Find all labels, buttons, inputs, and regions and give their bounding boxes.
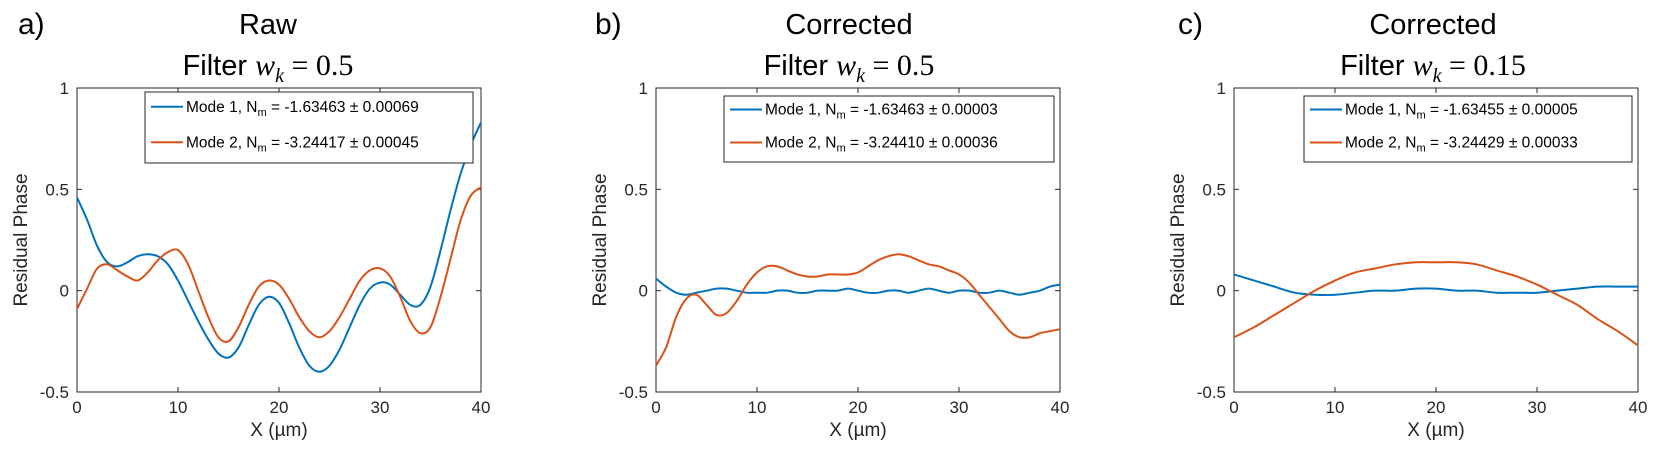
legend-label-mode-2: Mode 2, Nm = -3.24410 ± 0.00036 — [765, 135, 998, 155]
y-tick-label: 0 — [60, 282, 69, 301]
x-tick-label: 40 — [1051, 398, 1070, 417]
chart-title: Corrected — [1369, 9, 1496, 41]
x-tick-label: 10 — [1326, 398, 1345, 417]
x-axis-label: X (µm) — [250, 420, 307, 441]
x-tick-label: 20 — [849, 398, 868, 417]
x-tick-label: 20 — [270, 398, 289, 417]
x-tick-label: 40 — [472, 398, 491, 417]
legend-label-mode-2: Mode 2, Nm = -3.24429 ± 0.00033 — [1345, 135, 1578, 155]
x-tick-label: 10 — [748, 398, 767, 417]
panel-letter: a) — [18, 8, 45, 41]
legend: Mode 1, Nm = -1.63455 ± 0.00005 Mode 2, N… — [1303, 95, 1633, 163]
legend-label-mode-1: Mode 1, Nm = -1.63463 ± 0.00069 — [186, 99, 419, 119]
series-line-mode-2 — [1233, 261, 1639, 347]
series-line-mode-1 — [76, 122, 482, 373]
y-axis-label: Residual Phase — [1168, 173, 1189, 306]
y-tick-label: 1 — [639, 79, 648, 98]
filter-label: Filter wk = 0.5 — [183, 49, 354, 87]
y-tick-label: -0.5 — [619, 383, 648, 402]
filter-label: Filter wk = 0.15 — [1340, 49, 1526, 87]
legend-label-mode-1: Mode 1, Nm = -1.63455 ± 0.00005 — [1345, 102, 1578, 122]
y-tick-label: 0.5 — [45, 180, 69, 199]
y-axis-label: Residual Phase — [590, 173, 611, 306]
y-tick-label: 1 — [1217, 79, 1226, 98]
x-tick-label: 30 — [950, 398, 969, 417]
panel-letter: b) — [595, 8, 622, 41]
series-line-mode-2 — [655, 253, 1061, 367]
y-tick-label: 1 — [60, 79, 69, 98]
x-axis-label: X (µm) — [829, 420, 886, 441]
chart-title: Corrected — [785, 9, 912, 41]
x-axis-label: X (µm) — [1407, 420, 1464, 441]
legend-label-mode-1: Mode 1, Nm = -1.63463 ± 0.00003 — [765, 102, 998, 122]
filter-label: Filter wk = 0.5 — [764, 49, 935, 87]
x-tick-label: 40 — [1629, 398, 1648, 417]
x-tick-label: 0 — [1229, 398, 1238, 417]
x-tick-label: 30 — [1528, 398, 1547, 417]
panel-letter: c) — [1178, 8, 1203, 41]
x-tick-label: 0 — [72, 398, 81, 417]
series-line-mode-2 — [76, 186, 482, 343]
y-tick-label: -0.5 — [1197, 383, 1226, 402]
y-tick-label: 0 — [1217, 282, 1226, 301]
y-tick-label: 0.5 — [624, 180, 648, 199]
x-tick-label: 20 — [1427, 398, 1446, 417]
y-tick-label: 0.5 — [1202, 180, 1226, 199]
legend-label-mode-2: Mode 2, Nm = -3.24417 ± 0.00045 — [186, 134, 419, 154]
y-tick-label: -0.5 — [40, 383, 69, 402]
x-tick-label: 30 — [371, 398, 390, 417]
legend: Mode 1, Nm = -1.63463 ± 0.00003 Mode 2, N… — [723, 95, 1055, 163]
legend-box — [144, 91, 474, 164]
x-tick-label: 0 — [651, 398, 660, 417]
series-line-mode-1 — [655, 277, 1061, 296]
series-line-mode-1 — [1233, 273, 1638, 296]
legend-box — [723, 95, 1055, 163]
legend: Mode 1, Nm = -1.63463 ± 0.00069 Mode 2, N… — [144, 91, 474, 164]
legend-box — [1303, 95, 1633, 163]
chart-title: Raw — [239, 9, 298, 41]
y-tick-label: 0 — [639, 282, 648, 301]
y-axis-label: Residual Phase — [11, 173, 32, 306]
x-tick-label: 10 — [169, 398, 188, 417]
